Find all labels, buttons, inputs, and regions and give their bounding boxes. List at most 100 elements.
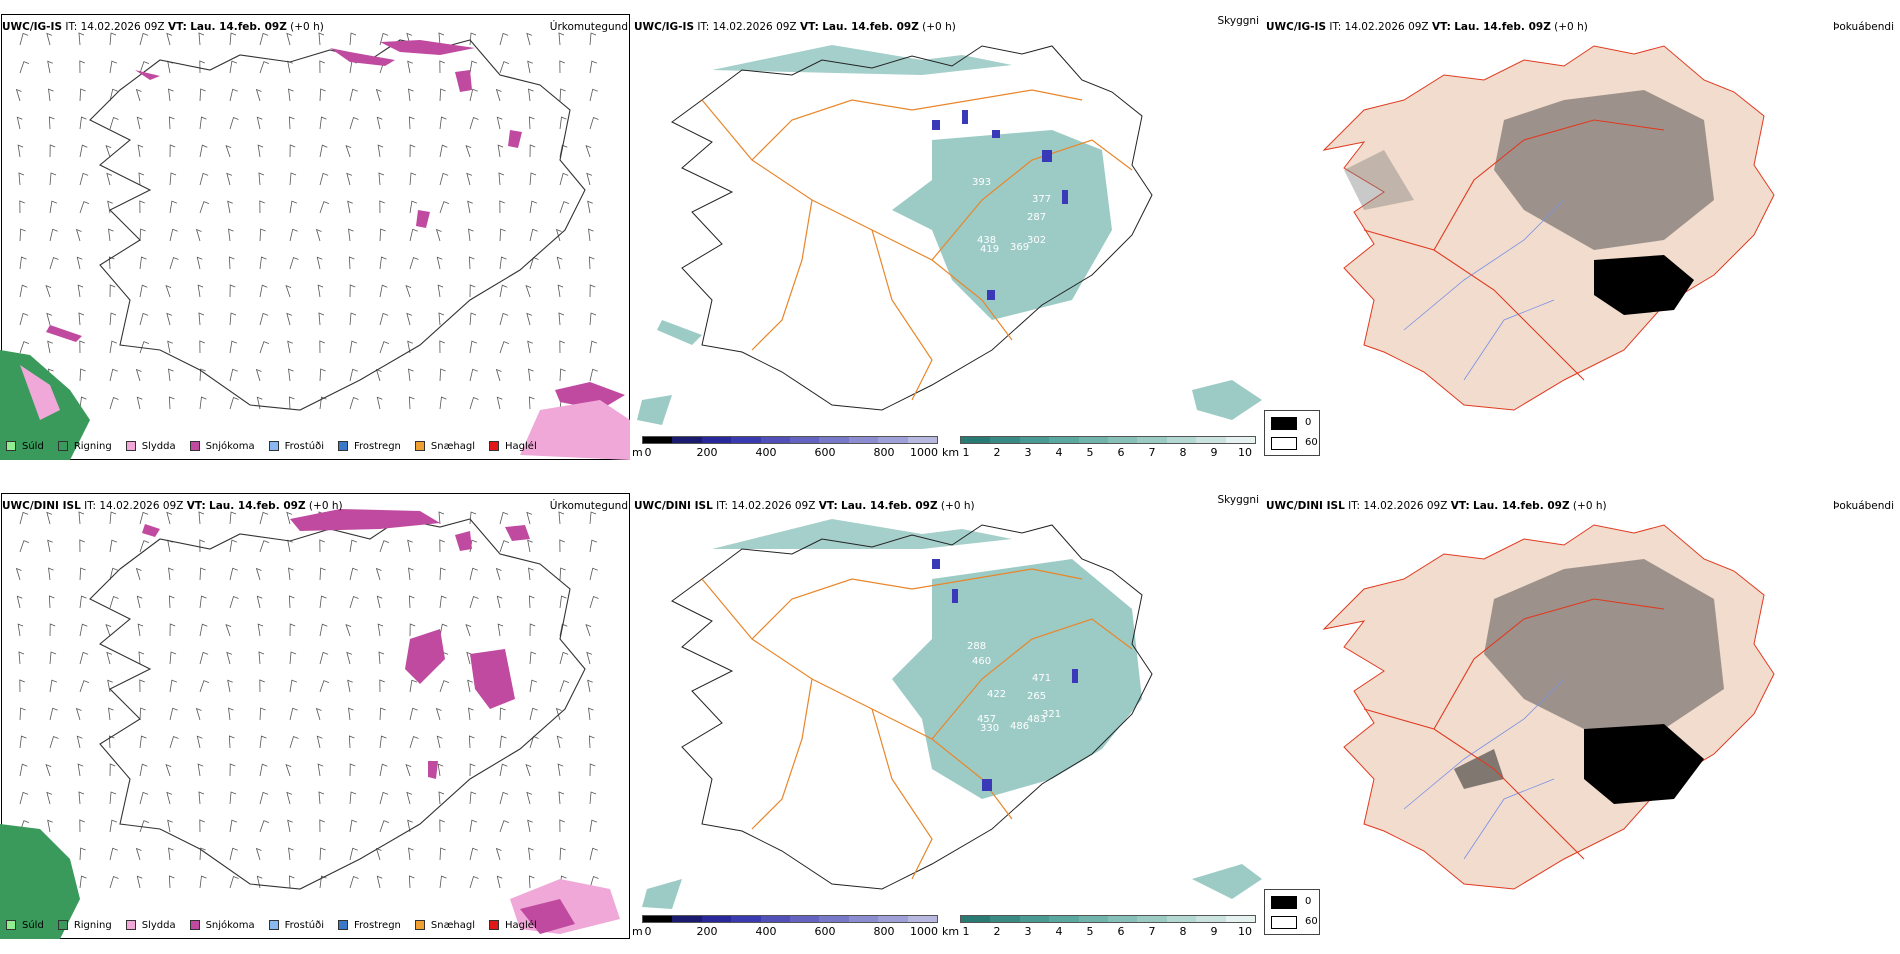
wind-barb [319, 847, 326, 861]
wind-barb [376, 116, 383, 130]
wind-barb [225, 623, 232, 637]
wind-barb [436, 735, 443, 749]
wind-barb [199, 680, 210, 693]
wind-barb [138, 172, 145, 186]
low-visibility-area [657, 320, 702, 345]
wind-barb [497, 144, 504, 158]
wind-barb [466, 172, 473, 186]
wind-barb [589, 567, 598, 581]
wind-barb [107, 679, 113, 693]
wind-barb [497, 623, 504, 637]
wind-barb [259, 228, 266, 242]
iceland-coastline [89, 39, 586, 411]
wind-barb [469, 791, 477, 805]
wind-barb [255, 847, 262, 861]
wind-barb [108, 735, 115, 749]
wind-barb [318, 32, 325, 46]
wind-barb [499, 284, 508, 298]
wind-barb [199, 875, 207, 889]
legend-item-frostregn: Frostregn [338, 441, 401, 452]
legend-swatch [6, 920, 16, 930]
legend-swatch-high [1271, 417, 1297, 430]
wind-barb [375, 567, 382, 581]
wind-barb [528, 595, 535, 609]
km-tick: 8 [1179, 925, 1187, 938]
wind-barb [109, 763, 116, 777]
km-unit-label: km [942, 446, 960, 459]
it-value: 14.02.2026 09Z [731, 500, 816, 512]
visibility-km-colorbar: km 1 2 3 4 5 6 7 8 9 10 [942, 915, 1264, 938]
wind-barb [169, 200, 178, 214]
fog-indicator-panel: UWC/DINI ISL IT: 14.02.2026 09Z VT: Lau.… [1264, 479, 1900, 954]
fog-indicator-legend: 0 60 [1264, 410, 1320, 456]
precip-map [0, 509, 620, 939]
wind-barb [496, 595, 503, 609]
km-tick: 9 [1210, 925, 1218, 938]
wind-barb [589, 368, 598, 382]
legend-label: Slydda [141, 919, 176, 931]
wind-barb [256, 116, 263, 130]
wind-barb [439, 144, 448, 158]
sleet-area [520, 400, 630, 460]
km-colorbar-strip [960, 915, 1256, 923]
wind-barb [319, 88, 326, 102]
wind-barb [349, 60, 358, 74]
wind-barb [409, 200, 418, 214]
wind-barb [558, 312, 565, 326]
model-name: UWC/DINI ISL [634, 500, 713, 512]
visibility-value-label: 302 [1027, 235, 1046, 246]
vt-value: Lau. 14.feb. 09Z [190, 21, 287, 33]
legend-label: Snæhagl [430, 440, 476, 452]
wind-barb [109, 511, 117, 525]
visibility-value-label: 419 [980, 244, 999, 255]
wind-barb [198, 32, 205, 46]
wind-barb [349, 819, 358, 833]
wind-barb [469, 595, 479, 609]
panel-title-visibility: Skyggni [1217, 494, 1260, 506]
wind-barb [76, 256, 83, 270]
wind-barb [19, 312, 29, 326]
km-tick: 2 [993, 446, 1001, 459]
wind-barb [559, 340, 565, 354]
vt-value: Lau. 14.feb. 09Z [209, 500, 306, 512]
wind-barb [349, 763, 356, 777]
visibility-value-label: 457 [977, 714, 996, 725]
wind-barb [229, 567, 238, 581]
wind-barb [319, 567, 326, 581]
wind-barb [229, 368, 238, 382]
land-area [1322, 45, 1775, 411]
visibility-value-label: 422 [987, 689, 1006, 700]
wind-barb [19, 540, 30, 553]
wind-barb [139, 679, 145, 693]
wind-barb [256, 396, 263, 410]
header-ig-is-fog: UWC/IG-IS IT: 14.02.2026 09Z VT: Lau. 14… [1266, 21, 1588, 33]
wind-barb [79, 88, 86, 102]
model-name: UWC/DINI ISL [2, 500, 81, 512]
wind-barb [469, 284, 476, 298]
legend-swatch [189, 920, 200, 930]
wind-barb [286, 32, 293, 46]
wind-barb [79, 144, 88, 158]
wind-barb [439, 680, 450, 693]
wind-barb [79, 847, 86, 861]
wind-barb [558, 511, 565, 525]
wind-barb [559, 60, 565, 74]
wind-barb [499, 312, 509, 326]
wind-barb [49, 144, 56, 158]
wind-barb [229, 763, 236, 777]
model-name: UWC/IG-IS [634, 21, 695, 33]
wind-barb [286, 511, 293, 525]
wind-barb [378, 172, 385, 186]
wind-barb [349, 32, 357, 46]
wind-barb [289, 172, 297, 186]
wind-barb [319, 680, 330, 693]
wind-barb [288, 396, 295, 410]
wind-barb [496, 396, 503, 410]
wind-barb [197, 763, 204, 777]
wind-barb [106, 172, 113, 186]
km-tick: 8 [1179, 446, 1187, 459]
wind-barb [525, 763, 532, 777]
wind-barb [498, 172, 505, 186]
low-visibility-area [642, 879, 682, 909]
wind-barb [379, 256, 387, 270]
